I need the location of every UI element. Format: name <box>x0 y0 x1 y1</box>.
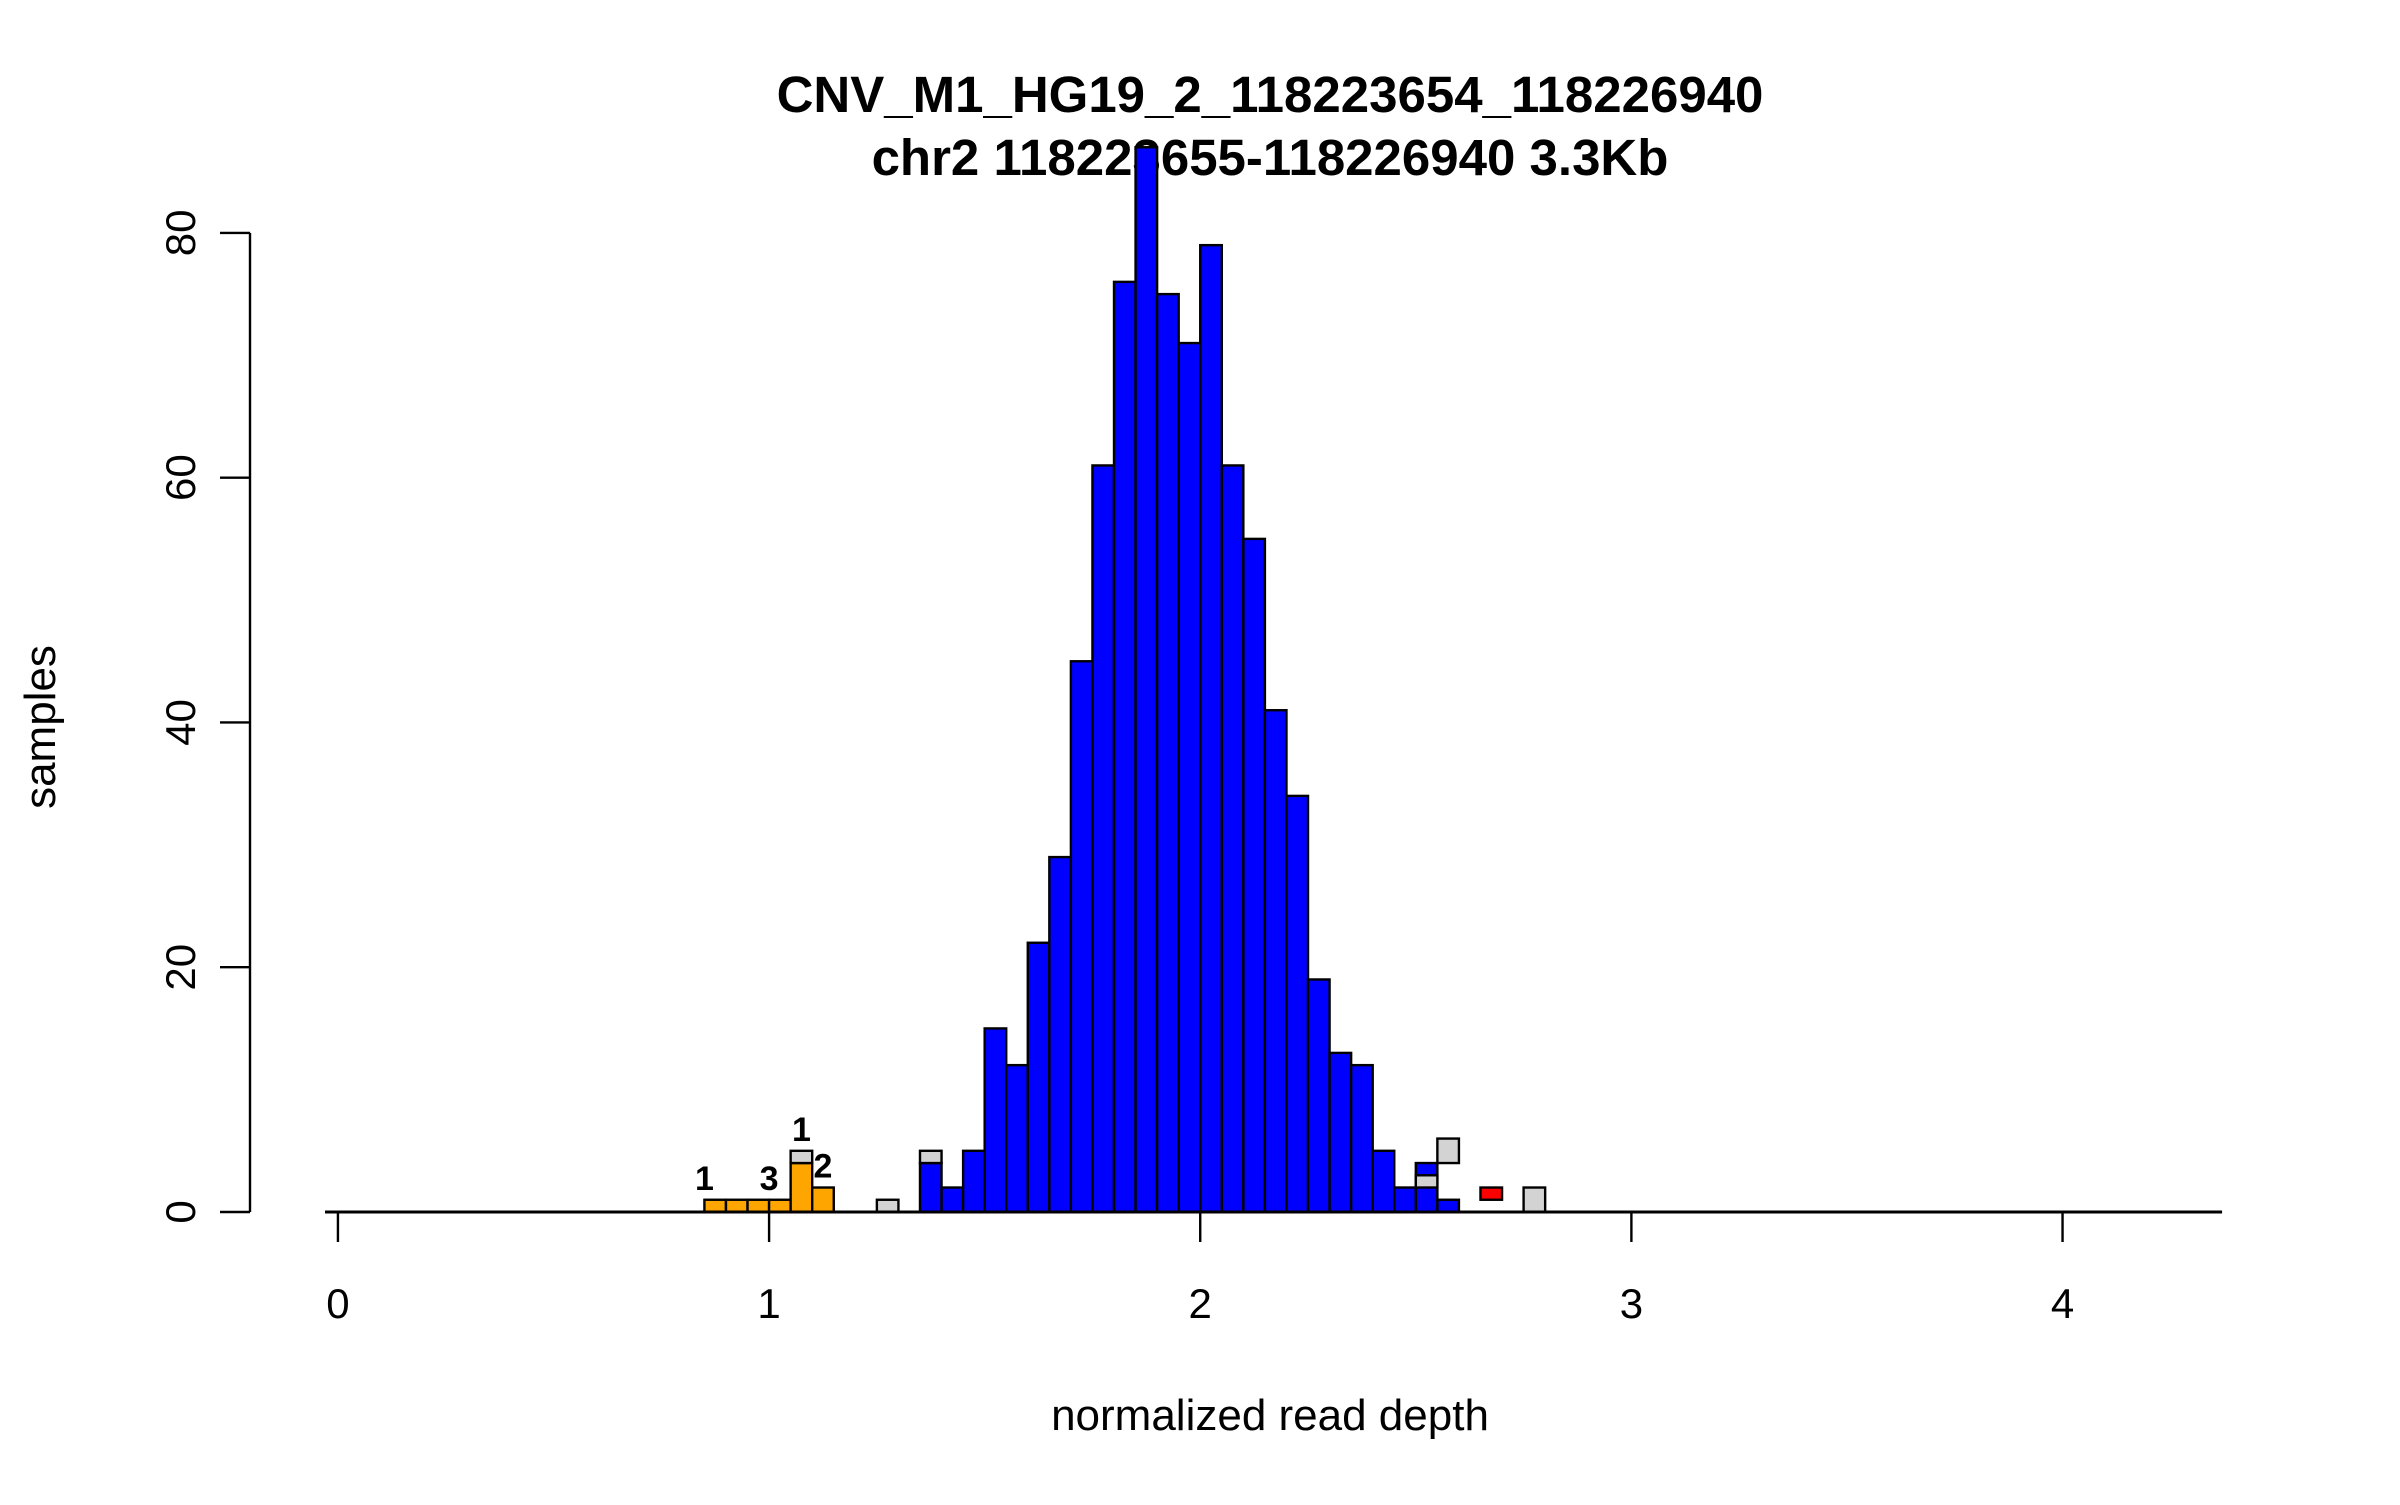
bar-orange <box>724 1198 749 1214</box>
y-tick-label: 0 <box>157 1200 204 1223</box>
bar-blue <box>918 1161 943 1214</box>
count-labels-layer: 1 312 <box>695 1111 832 1198</box>
y-tick-label: 80 <box>157 210 204 257</box>
chart-title: CNV_M1_HG19_2_118223654_118226940 <box>777 66 1764 123</box>
bar-orange <box>703 1198 728 1214</box>
bar-blue <box>1112 280 1137 1214</box>
bar-lightgray <box>789 1149 814 1165</box>
x-tick-label: 3 <box>1620 1280 1643 1327</box>
bar-blue <box>1069 660 1094 1214</box>
y-tick-label: 20 <box>157 944 204 991</box>
bar-blue <box>1285 794 1310 1214</box>
y-tick-label: 60 <box>157 454 204 501</box>
bar-blue <box>1134 146 1159 1214</box>
bar-blue <box>1306 978 1331 1214</box>
count-label: 1 <box>695 1160 714 1198</box>
bar-blue <box>1393 1186 1418 1214</box>
bar-lightgray <box>1436 1137 1461 1165</box>
y-axis-label: samples <box>16 645 65 809</box>
bar-lightgray <box>875 1198 900 1214</box>
bars-layer <box>703 146 1547 1214</box>
bar-blue <box>940 1186 965 1214</box>
bar-blue <box>1199 243 1223 1214</box>
bar-blue <box>1048 855 1073 1214</box>
bar-blue <box>1328 1051 1353 1214</box>
bar-lightgray <box>1414 1174 1439 1189</box>
bar-blue <box>1371 1149 1396 1214</box>
bar-orange <box>811 1186 835 1214</box>
y-tick-label: 40 <box>157 699 204 746</box>
bar-blue <box>1026 941 1051 1214</box>
bar-orange <box>767 1198 792 1214</box>
bar-lightgray <box>1522 1186 1547 1214</box>
x-tick-label: 0 <box>326 1280 349 1327</box>
bar-red <box>1479 1186 1504 1201</box>
count-label: 1 <box>792 1111 811 1149</box>
bar-blue <box>1091 464 1116 1214</box>
bar-orange <box>746 1198 771 1214</box>
bar-blue <box>1177 341 1202 1214</box>
bar-lightgray <box>918 1149 943 1165</box>
x-tick-label: 1 <box>757 1280 780 1327</box>
count-label: 3 <box>760 1160 779 1198</box>
bar-blue <box>1263 709 1288 1214</box>
x-axis-label: normalized read depth <box>1051 1391 1489 1440</box>
bar-blue <box>961 1149 986 1214</box>
bar-blue <box>1005 1063 1029 1214</box>
chart-subtitle: chr2 118223655-118226940 3.3Kb <box>872 129 1669 186</box>
x-tick-label: 4 <box>2051 1280 2074 1327</box>
bar-orange <box>789 1161 814 1214</box>
bar-blue <box>983 1027 1008 1214</box>
x-tick-label: 2 <box>1189 1280 1212 1327</box>
bar-blue <box>1242 537 1267 1214</box>
bar-blue <box>1155 292 1180 1214</box>
bar-blue <box>1349 1063 1374 1214</box>
bar-blue <box>1436 1198 1461 1214</box>
bar-blue <box>1220 464 1245 1214</box>
count-label: 2 <box>814 1148 833 1186</box>
